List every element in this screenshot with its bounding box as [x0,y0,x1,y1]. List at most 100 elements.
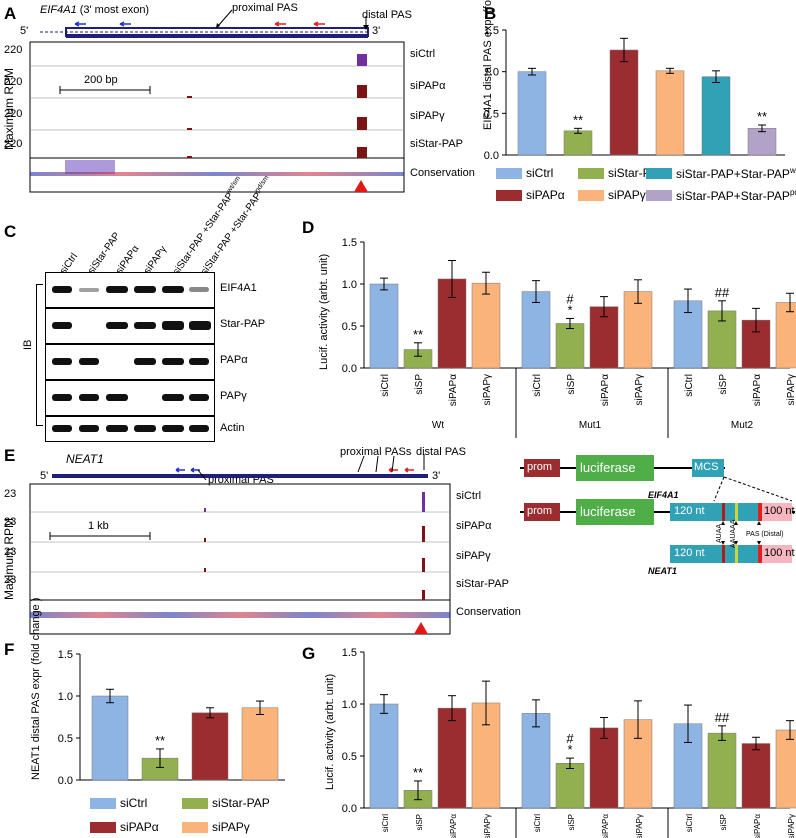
d-category-label: siCtrl [684,374,695,397]
blot-eif4a1 [45,272,215,308]
g-category-label: siCtrl [533,814,542,832]
e-max-4: 23 [4,574,17,586]
g-bar [775,729,796,809]
f-legend-label: siStar-PAP [212,796,270,810]
f-legend-label: siCtrl [120,796,148,810]
panel-e-tracks [29,454,451,635]
b-bar [655,70,685,156]
construct-luc-1: luciferase [580,460,636,475]
f-legend-swatch [182,822,208,833]
e-ylabel: Maximum RPM [2,517,16,600]
b-legend-label: siCtrl [526,166,554,180]
g-ytick-label: 1.0 [342,699,357,711]
a-track-2: siPAPγ [410,110,445,122]
e-max-1: 23 [4,488,17,500]
proximal-pas-label: proximal PAS [232,2,298,14]
f-bar [91,695,129,781]
g-category-label: siSP [567,814,576,830]
construct-diagram [520,455,795,563]
g-category-label: siPAPα [449,814,458,838]
d-ylabel: Lucif. activity (arbt. unit) [318,253,330,370]
e-track-0: siCtrl [456,490,482,502]
g-category-label: siPAPα [753,814,762,838]
construct-auaa: AUAA [716,523,723,543]
panel-a-tracks [29,9,405,193]
f-legend-label: siPAPα [120,820,159,834]
construct-100-1: 100 nt [764,505,795,517]
e-conservation-track [30,600,450,634]
d-category-label: siSP [718,374,729,395]
b-legend-swatch [496,190,522,201]
construct-100-2: 100 nt [764,547,795,559]
g-bar [521,713,551,809]
d-category-label: siPAPγ [634,374,645,406]
gene-suffix: (3' most exon) [79,4,150,16]
b-legend-swatch [578,168,604,179]
d-category-label: siCtrl [532,374,543,397]
panel-g-label: G [302,644,316,663]
e-scale-label: 1 kb [88,520,109,532]
f-significance: ** [155,733,165,748]
c-blot-3: PAPγ [220,390,247,402]
panel-b-chart: 0.0 0.5 1.0 1.5 ** ** [484,25,785,162]
construct-neat: NEAT1 [648,566,677,576]
g-ytick-label: 0.5 [342,751,357,763]
b-bar [563,130,593,156]
f-legend-swatch [182,798,208,809]
g-category-label: siPAPα [601,814,610,838]
distal-pas-label: distal PAS [362,9,412,21]
panel-c-label: C [4,222,17,241]
panel-d-label: D [302,218,315,237]
c-blot-2: PAPα [220,354,248,366]
c-blot-4: Actin [220,422,245,434]
f-ytick-label: 1.5 [58,649,73,661]
d-group-label: Mut2 [731,420,754,431]
panel-e-label: E [4,446,16,465]
e-track-3: siStar-PAP [456,578,509,590]
f-ytick-label: 0.0 [58,775,73,787]
ib-bracket [36,284,43,426]
d-group-label: Wt [432,420,444,431]
construct-eif: EIF4A1 [648,490,679,500]
c-blot-0: EIF4A1 [220,282,257,294]
construct-prom-1: prom [527,461,553,473]
construct-120-2: 120 nt [674,547,705,559]
a-conservation-track [30,158,404,192]
d-significance: * [567,302,572,317]
f-legend-swatch [90,798,116,809]
d-bar [623,291,653,369]
d-group-label: Mut1 [579,420,602,431]
a-ylabel: Maximum RPM [2,67,16,150]
f-ytick-label: 1.0 [58,691,73,703]
panel-b-label: B [484,4,497,23]
g-category-label: siPAPγ [483,814,492,838]
panel-d-chart: 0.0 0.5 1.0 1.5 siCtrl ** siSP siPAPα siPAPγ Wt si… [342,237,796,438]
d-ytick-label: 0.5 [342,321,357,333]
f-bar [191,712,229,781]
b-legend-swatch [496,168,522,179]
d-ytick-label: 0.0 [342,363,357,375]
g-bar [555,763,585,809]
a-max-4: 220 [4,138,23,150]
f-bar [241,707,279,781]
ib-label: IB [22,339,34,350]
d-bar [471,282,501,369]
c-blot-1: Star-PAP [220,318,266,330]
e-track-1: siPAPα [456,520,492,532]
d-bar [555,323,585,369]
f-legend-label: siPAPγ [212,820,250,834]
b-legend-label: siStar-PAP+Star-PAPpd [676,188,796,203]
g-bar [437,707,467,809]
a-max-2: 220 [4,76,23,88]
d-ytick-label: 1.0 [342,279,357,291]
b-legend-label: siPAPγ [608,188,646,202]
f-ylabel: NEAT1 distal PAS expr (fold change ) [30,597,42,780]
a-conservation: Conservation [410,167,475,179]
panel-g-chart: 0.00.51.01.5siCtrl**siSPsiPAPαsiPAPγWtsi… [342,647,796,838]
g-category-label: siSP [415,814,424,830]
a-max-1: 220 [4,44,23,56]
g-bar [589,727,619,809]
d-significance: ** [413,327,423,342]
g-bar [741,743,771,809]
